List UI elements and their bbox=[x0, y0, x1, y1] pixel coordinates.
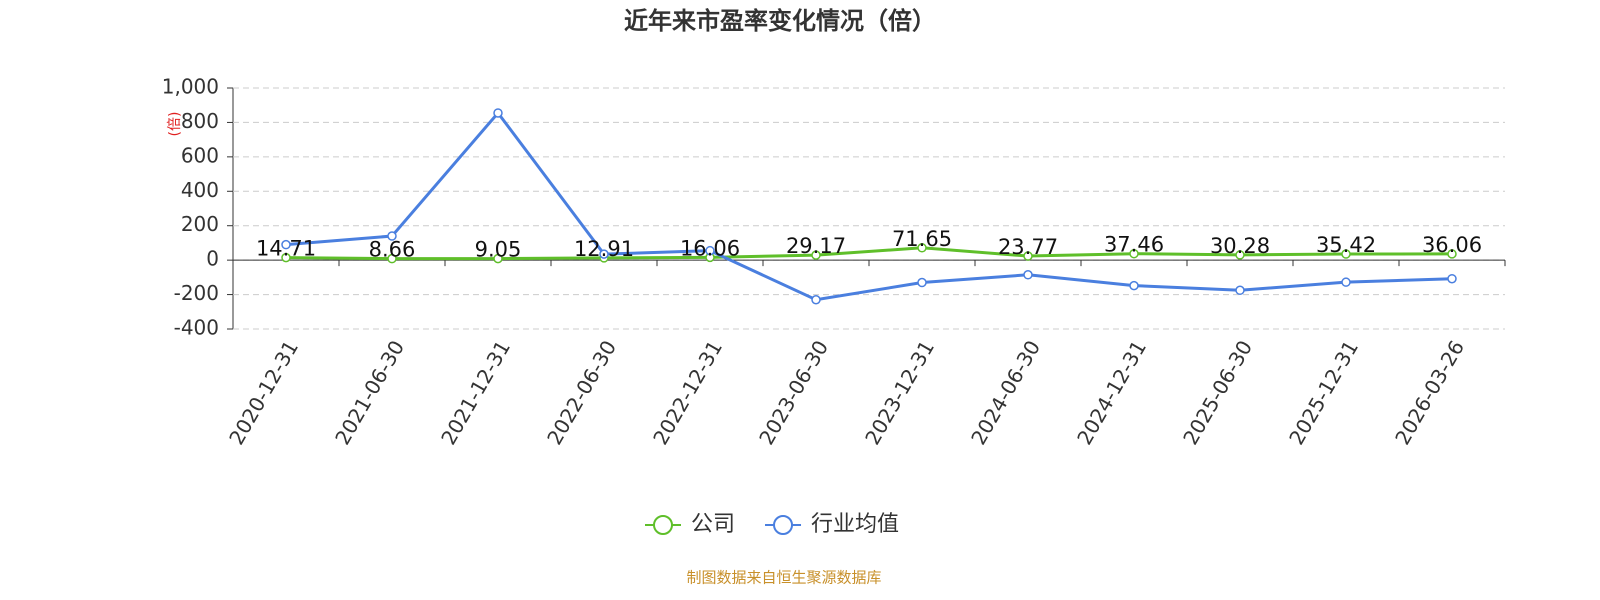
legend-marker bbox=[653, 515, 673, 535]
data-label: 71.65 bbox=[892, 227, 952, 251]
point bbox=[1447, 249, 1457, 259]
data-label: 29.17 bbox=[786, 234, 846, 258]
y-tick-label: 400 bbox=[181, 178, 219, 202]
point bbox=[1129, 280, 1139, 291]
point bbox=[387, 231, 397, 241]
point bbox=[387, 253, 397, 264]
series-line bbox=[285, 110, 1453, 302]
y-tick-label: 0 bbox=[206, 247, 219, 271]
legend-label: 行业均值 bbox=[811, 512, 899, 537]
legend-label: 公司 bbox=[691, 512, 735, 537]
y-tick-label: 600 bbox=[181, 143, 219, 167]
point bbox=[811, 250, 821, 260]
x-tick-label: 2022-12-31 bbox=[648, 336, 727, 449]
chart-title: 近年来市盈率变化情况（倍） bbox=[624, 7, 936, 35]
point bbox=[493, 108, 503, 118]
y-tick-label: 800 bbox=[181, 109, 219, 133]
data-label: 12.91 bbox=[574, 237, 634, 261]
x-tick-label: 2021-12-31 bbox=[436, 336, 515, 449]
x-tick-label: 2021-06-30 bbox=[330, 336, 409, 449]
x-tick-label: 2025-06-30 bbox=[1178, 336, 1257, 449]
point bbox=[1129, 248, 1139, 259]
point bbox=[281, 252, 291, 263]
point bbox=[705, 245, 715, 256]
point bbox=[1235, 285, 1245, 296]
point bbox=[917, 243, 927, 253]
data-label: 23.77 bbox=[998, 235, 1058, 259]
data-label: 36.06 bbox=[1422, 233, 1482, 257]
data-label: 9.05 bbox=[475, 238, 522, 262]
x-tick-label: 2022-06-30 bbox=[542, 336, 621, 449]
x-tick-label: 2020-12-31 bbox=[224, 336, 303, 449]
point bbox=[599, 249, 609, 259]
legend-marker bbox=[773, 515, 794, 535]
data-label: 8.66 bbox=[369, 238, 416, 262]
point bbox=[1235, 250, 1245, 260]
x-tick-label: 2023-06-30 bbox=[754, 336, 833, 449]
series-line bbox=[285, 246, 1453, 261]
point bbox=[811, 294, 821, 305]
y-tick-label: 1,000 bbox=[162, 75, 219, 99]
x-tick-label: 2025-12-31 bbox=[1284, 336, 1363, 449]
point bbox=[1023, 270, 1033, 280]
point bbox=[1023, 251, 1033, 261]
x-tick-label: 2026-03-26 bbox=[1390, 336, 1469, 449]
data-label: 37.46 bbox=[1104, 233, 1164, 257]
data-label: 35.42 bbox=[1316, 233, 1376, 257]
y-tick-label: -400 bbox=[174, 316, 219, 340]
x-tick-label: 2024-06-30 bbox=[966, 336, 1045, 449]
point bbox=[281, 239, 291, 250]
data-label: 16.06 bbox=[680, 236, 740, 260]
data-label: 30.28 bbox=[1210, 234, 1270, 258]
point bbox=[1341, 277, 1351, 287]
source-note: 制图数据来自恒生聚源数据库 bbox=[686, 569, 881, 587]
data-label: 14.71 bbox=[256, 237, 316, 261]
y-axis-label: (倍) bbox=[167, 112, 183, 137]
y-tick-label: -200 bbox=[174, 281, 219, 305]
point bbox=[1447, 273, 1457, 284]
point bbox=[493, 253, 503, 264]
point bbox=[917, 277, 927, 288]
y-tick-label: 200 bbox=[181, 212, 219, 236]
x-tick-label: 2023-12-31 bbox=[860, 336, 939, 449]
point bbox=[1341, 249, 1351, 259]
x-tick-label: 2024-12-31 bbox=[1072, 336, 1151, 449]
